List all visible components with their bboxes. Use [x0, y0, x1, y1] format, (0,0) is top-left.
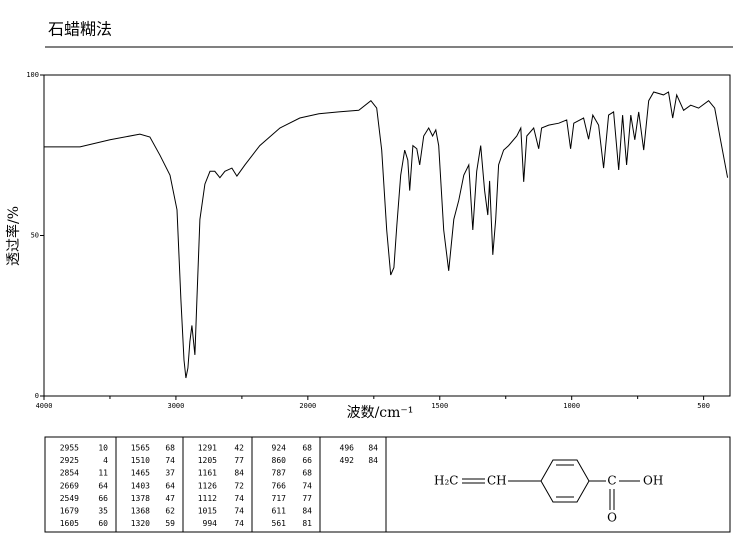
- peak-wavenumber: 1126: [198, 481, 217, 490]
- peak-wavenumber: 860: [272, 456, 287, 465]
- peak-transmittance: 84: [368, 456, 378, 465]
- peak-transmittance: 64: [98, 481, 108, 490]
- peak-wavenumber: 787: [272, 469, 287, 478]
- peak-transmittance: 74: [234, 519, 244, 528]
- peak-wavenumber: 924: [272, 444, 287, 453]
- peak-wavenumber: 2925: [60, 456, 79, 465]
- peak-wavenumber: 1465: [131, 469, 150, 478]
- peak-wavenumber: 1291: [198, 444, 217, 453]
- peak-wavenumber: 492: [340, 456, 355, 465]
- peak-transmittance: 74: [165, 456, 175, 465]
- peak-transmittance: 10: [98, 444, 108, 453]
- peak-wavenumber: 1679: [60, 507, 79, 516]
- peak-transmittance: 68: [302, 469, 312, 478]
- peak-wavenumber: 1368: [131, 507, 150, 516]
- x-tick-label: 500: [697, 402, 710, 410]
- x-tick-label: 1500: [431, 402, 448, 410]
- x-tick-label: 2000: [299, 402, 316, 410]
- peak-transmittance: 74: [302, 481, 312, 490]
- y-tick-label: 100: [26, 71, 39, 79]
- peak-wavenumber: 994: [203, 519, 218, 528]
- peak-transmittance: 81: [302, 519, 312, 528]
- peak-wavenumber: 766: [272, 481, 287, 490]
- peak-transmittance: 60: [98, 519, 108, 528]
- peak-transmittance: 4: [103, 456, 108, 465]
- peak-wavenumber: 1112: [198, 494, 217, 503]
- peak-transmittance: 68: [302, 444, 312, 453]
- peak-wavenumber: 1510: [131, 456, 150, 465]
- structure-label: O: [607, 511, 617, 525]
- peak-transmittance: 37: [165, 469, 175, 478]
- peak-wavenumber: 2669: [60, 481, 79, 490]
- peak-wavenumber: 1605: [60, 519, 79, 528]
- peak-transmittance: 74: [234, 507, 244, 516]
- chart-title: 石蜡糊法: [48, 20, 112, 39]
- structure-box: [385, 436, 731, 533]
- peak-wavenumber: 496: [340, 444, 355, 453]
- peak-wavenumber: 1403: [131, 481, 150, 490]
- peak-transmittance: 84: [234, 469, 244, 478]
- peak-wavenumber: 1320: [131, 519, 150, 528]
- peak-transmittance: 11: [98, 469, 108, 478]
- peak-wavenumber: 2955: [60, 444, 79, 453]
- y-axis-label: 透过率/%: [5, 206, 22, 266]
- peak-wavenumber: 2549: [60, 494, 79, 503]
- peak-transmittance: 35: [98, 507, 108, 516]
- peak-transmittance: 42: [234, 444, 244, 453]
- peak-transmittance: 64: [165, 481, 175, 490]
- peak-transmittance: 84: [302, 507, 312, 516]
- peak-transmittance: 62: [165, 507, 175, 516]
- peak-wavenumber: 2854: [60, 469, 79, 478]
- peak-transmittance: 72: [234, 481, 244, 490]
- peak-wavenumber: 1205: [198, 456, 217, 465]
- spectrum-line: [44, 91, 729, 379]
- peak-wavenumber: 1378: [131, 494, 150, 503]
- peak-transmittance: 66: [302, 456, 312, 465]
- peak-wavenumber: 717: [272, 494, 287, 503]
- peak-wavenumber: 1015: [198, 507, 217, 516]
- y-tick-label: 50: [31, 232, 39, 240]
- x-tick-label: 1000: [563, 402, 580, 410]
- peak-wavenumber: 1161: [198, 469, 217, 478]
- peak-transmittance: 59: [165, 519, 175, 528]
- x-axis-label: 波数/cm⁻¹: [347, 405, 414, 421]
- structure-label: H₂C: [434, 474, 458, 488]
- y-tick-label: 0: [35, 392, 39, 400]
- structure-bonds: [462, 459, 640, 510]
- peak-wavenumber: 561: [272, 519, 287, 528]
- peak-wavenumber: 611: [272, 507, 287, 516]
- structure-label: CH: [487, 474, 507, 488]
- structure-label: C: [607, 474, 616, 488]
- structure-label: OH: [643, 474, 663, 488]
- peak-transmittance: 77: [234, 456, 244, 465]
- peak-transmittance: 68: [165, 444, 175, 453]
- peak-transmittance: 84: [368, 444, 378, 453]
- peak-transmittance: 74: [234, 494, 244, 503]
- x-tick-label: 3000: [167, 402, 184, 410]
- peak-transmittance: 66: [98, 494, 108, 503]
- peak-transmittance: 77: [302, 494, 312, 503]
- x-tick-label: 4000: [36, 402, 53, 410]
- peak-wavenumber: 1565: [131, 444, 150, 453]
- peak-transmittance: 47: [165, 494, 175, 503]
